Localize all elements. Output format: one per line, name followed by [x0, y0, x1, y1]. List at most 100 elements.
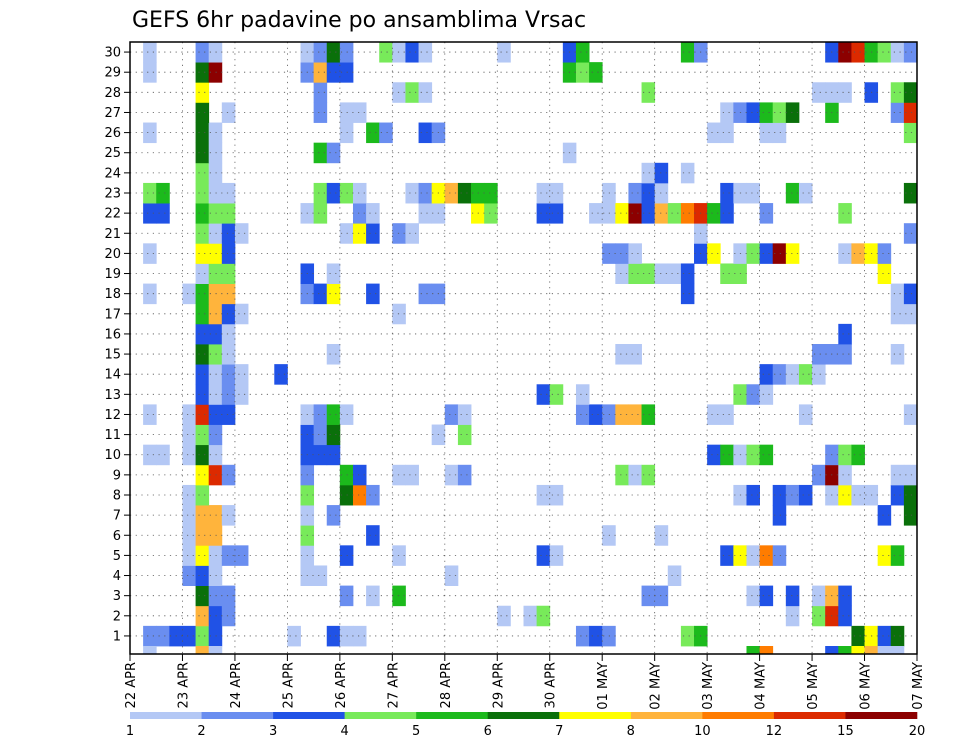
heatmap-cell [313, 565, 328, 586]
heatmap-cell [680, 162, 695, 184]
heatmap-cell [641, 263, 656, 284]
heatmap-cell [497, 605, 511, 627]
heatmap-cell [366, 203, 380, 224]
heatmap-cell [313, 283, 328, 305]
heatmap-cell [772, 545, 787, 566]
heatmap-cell [746, 585, 760, 607]
legend-label: 5 [412, 724, 420, 739]
heatmap-cell [615, 464, 629, 486]
heatmap-cell [418, 182, 433, 204]
y-tick-label: 17 [104, 307, 121, 322]
heatmap-cell [444, 404, 459, 425]
heatmap-cell [208, 323, 223, 345]
y-tick-label: 6 [113, 529, 121, 544]
heatmap-cell [877, 263, 892, 284]
heatmap-cell [444, 182, 459, 204]
heatmap-cell [812, 585, 826, 607]
heatmap-cell [326, 263, 341, 284]
heatmap-cell [221, 243, 236, 264]
data-cells [143, 42, 918, 654]
x-tick-label: 28 APR [439, 662, 454, 708]
heatmap-cell [208, 142, 223, 164]
heatmap-cell [195, 484, 210, 506]
legend-label: 6 [484, 724, 492, 739]
heatmap-cell [208, 122, 223, 144]
heatmap-cell [877, 243, 892, 264]
heatmap-cell [628, 344, 642, 365]
heatmap-cell [405, 182, 419, 204]
heatmap-cell [746, 484, 760, 506]
heatmap-cell [326, 424, 341, 446]
heatmap-cell [352, 484, 367, 506]
heatmap-cell [589, 404, 603, 425]
legend-swatch [487, 712, 560, 719]
heatmap-cell [812, 82, 826, 103]
y-tick-label: 23 [104, 187, 121, 202]
heatmap-cell [890, 303, 905, 325]
heatmap-cell [208, 505, 223, 526]
heatmap-cell [274, 364, 288, 385]
heatmap-cell [208, 565, 223, 586]
y-tick-label: 3 [113, 589, 121, 604]
heatmap-cell [366, 525, 380, 546]
heatmap-cell [195, 142, 210, 164]
color-legend: 1 2 3 4 5 6 7 8 10 12 15 20 [126, 712, 925, 739]
heatmap-cell [195, 525, 210, 546]
heatmap-cell [313, 404, 328, 425]
heatmap-cell [195, 42, 210, 63]
heatmap-cell [812, 605, 826, 627]
heatmap-cell [615, 203, 629, 224]
heatmap-cell [641, 404, 656, 425]
heatmap-cell [208, 646, 223, 654]
heatmap-cell [195, 384, 210, 405]
heatmap-cell [890, 42, 905, 63]
y-tick-label: 24 [104, 166, 121, 181]
heatmap-cell [195, 565, 210, 586]
heatmap-cell [785, 182, 800, 204]
heatmap-cell [221, 384, 236, 405]
heatmap-cell [628, 263, 642, 284]
heatmap-cell [143, 283, 157, 305]
heatmap-cell [143, 243, 157, 264]
heatmap-cell [221, 344, 236, 365]
heatmap-cell [759, 102, 774, 123]
heatmap-cell [143, 444, 157, 466]
y-tick-label: 8 [113, 489, 121, 504]
heatmap-cell [890, 545, 905, 566]
heatmap-cell [549, 545, 564, 566]
heatmap-cell [589, 62, 603, 83]
heatmap-cell [326, 62, 341, 83]
heatmap-cell [877, 646, 892, 654]
heatmap-cell [182, 424, 196, 446]
y-tick-label: 14 [104, 368, 121, 383]
heatmap-cell [877, 625, 892, 647]
heatmap-cell [418, 203, 433, 224]
x-tick-label: 30 APR [544, 662, 559, 708]
heatmap-cell [746, 182, 760, 204]
heatmap-cell [536, 605, 551, 627]
heatmap-cell [536, 384, 551, 405]
heatmap-cell [707, 243, 721, 264]
y-tick-label: 13 [104, 388, 121, 403]
heatmap-cell [812, 364, 826, 385]
x-tick-label: 22 APR [124, 662, 139, 708]
legend-swatch [273, 712, 345, 719]
heatmap-cell [536, 182, 551, 204]
heatmap-cell [326, 42, 341, 63]
heatmap-cell [418, 283, 433, 305]
heatmap-cell [707, 122, 721, 144]
heatmap-cell [156, 182, 170, 204]
heatmap-cell [221, 203, 236, 224]
heatmap-cell [890, 102, 905, 123]
heatmap-cell [195, 62, 210, 83]
heatmap-cell [208, 243, 223, 264]
heatmap-cell [195, 223, 210, 244]
heatmap-cell [903, 182, 918, 204]
heatmap-cell [182, 444, 196, 466]
y-tick-label: 9 [113, 468, 121, 483]
legend-label: 4 [340, 724, 348, 739]
heatmap-cell [654, 182, 669, 204]
heatmap-cell [720, 182, 734, 204]
